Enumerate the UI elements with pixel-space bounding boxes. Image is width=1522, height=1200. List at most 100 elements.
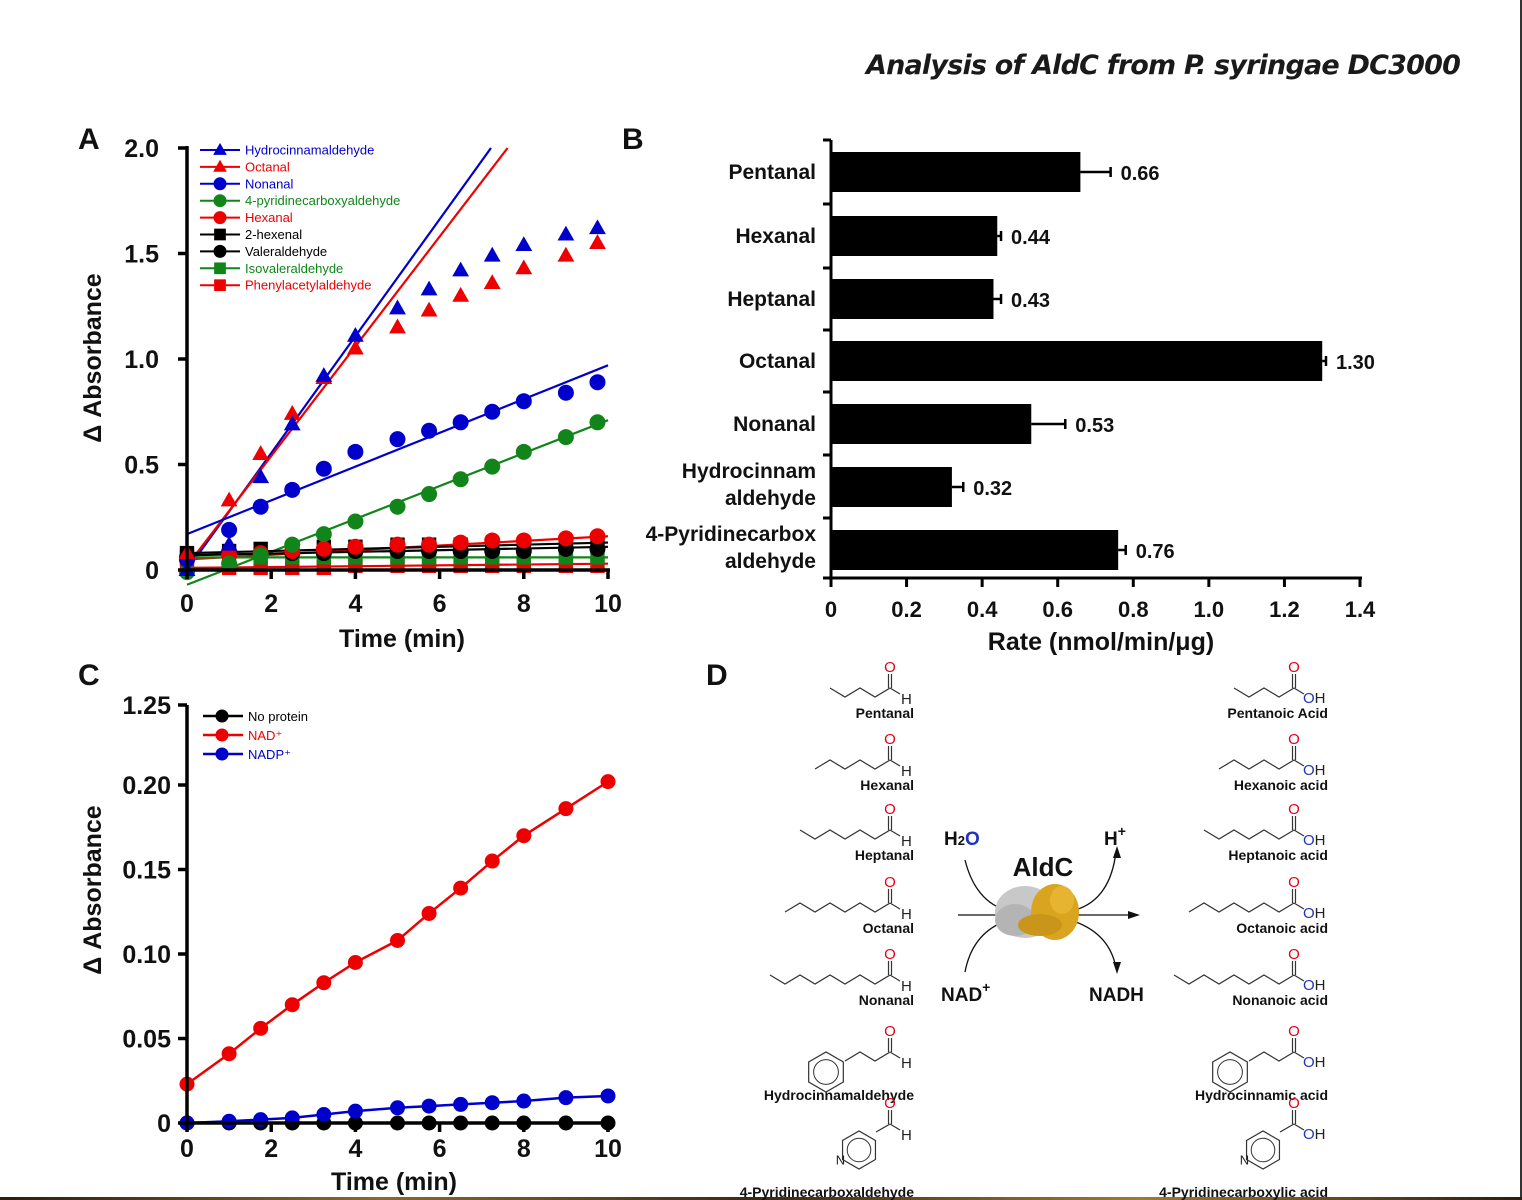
legend-marker-icon [213,211,227,225]
carbon-chain [814,759,891,770]
panel-b-chart: 0.66 Pentanal 0.44 Hexanal 0.43 Heptanal 1.30 O… [646,138,1376,656]
bars: 0.66 Pentanal 0.44 Hexanal 0.43 Heptanal 1.30 O… [646,152,1375,573]
category-label: aldehyde [725,487,816,510]
data-label: 1.30 [1336,352,1375,374]
hydroxyl-group: OH [1303,832,1326,849]
data-point [252,547,269,564]
compound-label: Hexanoic acid [1234,777,1328,793]
oxygen-atom: O [884,1095,896,1112]
data-point [390,932,405,948]
x-tick-label: 2 [264,1135,278,1163]
y-tick-label: 2.0 [124,135,159,163]
single-bond [1293,902,1305,910]
aromatic-ring-inner [1250,1137,1276,1163]
proton-label: H+ [1104,823,1126,850]
data-point [452,286,470,302]
single-bond [1293,1123,1305,1131]
data-point [420,280,438,296]
hydrogen-atom: H [901,691,912,708]
x-tick-label: 0 [825,597,837,622]
panel-letter-c: C [78,659,100,692]
series-line-1 [186,780,609,1086]
x-axis-title: Time (min) [339,625,465,653]
data-point [589,528,606,545]
panel-d-reaction-scheme: OHPentanalOHHexanalOHHeptanalOHOctanalOH… [740,659,1328,1200]
data-point [484,1095,500,1111]
compound-label: Hexanal [860,777,914,793]
data-point [390,1100,405,1116]
oxygen-atom: O [884,946,896,963]
hydrogen-atom: H [901,978,912,995]
carbon-chain [1248,1051,1295,1062]
data-label: 0.43 [1011,290,1050,312]
data-label: 0.32 [973,478,1012,500]
legend-marker-icon [214,228,226,241]
data-point [252,445,270,460]
data-point [515,236,533,252]
data-point [600,774,616,790]
legend-label: Octanal [245,159,290,174]
panel-letter-b: B [622,123,644,156]
legend-label: NADP⁺ [248,747,291,762]
data-point [421,905,437,921]
data-point [516,1093,532,1109]
nad-in-arrow [964,921,1004,973]
data-point [421,422,438,439]
data-label: 0.44 [1011,227,1051,249]
panel-letter-d: D [706,659,728,692]
oxygen-atom: O [884,731,896,748]
x-tick-label: 4 [348,1135,362,1163]
legend-label: Valeraldehyde [245,244,327,259]
y-tick-label: 1.25 [122,692,171,720]
single-bond [1293,829,1305,837]
data-point [315,367,333,382]
hydrogen-atom: H [901,906,912,923]
x-tick-label: 0.6 [1042,597,1073,622]
single-bond [889,974,901,982]
legend-marker-icon [213,194,227,208]
hydrogen-atom: H [901,1055,912,1072]
axes: 0 0.2 0.4 0.6 0.8 1.0 1.2 1.4 [823,138,1376,622]
legend-marker-icon [215,728,229,742]
data-point [589,374,606,391]
x-tick-label: 0.4 [967,597,998,622]
hydroxyl-group: OH [1303,1054,1326,1071]
hydrogen-atom: H [901,833,912,850]
carbon-chain [829,687,891,698]
single-bond [889,759,901,767]
bar [831,530,1119,570]
aromatic-ring [808,1051,844,1093]
bar [831,467,952,507]
single-bond [1293,974,1305,982]
hydrogen-atom: H [901,763,912,780]
y-tick-label: 0 [145,557,159,585]
y-tick-label: 1.5 [124,241,159,269]
aromatic-ring [1245,1130,1281,1170]
x-tick-label: 6 [433,590,447,618]
data-point [420,301,438,317]
single-bond [875,1123,891,1133]
enzyme-label: AldC [1013,852,1074,882]
data-point [315,526,332,543]
category-label: aldehyde [725,550,816,573]
carbon-chain [1233,687,1295,698]
data-point [557,246,575,262]
oxygen-atom: O [1288,801,1300,818]
legend-label: Isovaleraldehyde [245,261,343,276]
legend: No protein NAD⁺ NADP⁺ [203,709,308,762]
data-point [516,828,532,844]
data-point [589,234,606,249]
compound-label: Nonanoic acid [1232,992,1328,1008]
y-tick-label: 0.5 [124,452,159,480]
category-label: Hydrocinnam [682,460,816,483]
x-tick-label: 0 [180,1135,194,1163]
data-point [557,225,575,241]
carbon-chain [769,974,891,985]
reaction-center: AldC H2O H+ NAD+ NADH [941,823,1144,1006]
legend-label: Hydrocinnamaldehyde [245,143,374,158]
water-label: H2O [944,829,980,850]
x-tick-label: 0.8 [1118,597,1149,622]
data-point [515,443,532,460]
panel-a-chart: 0 0.5 1.0 1.5 2.0 0 2 4 6 8 10 Hydrocinnamaldehyde… [79,135,622,653]
carbon-chain [844,1051,891,1062]
